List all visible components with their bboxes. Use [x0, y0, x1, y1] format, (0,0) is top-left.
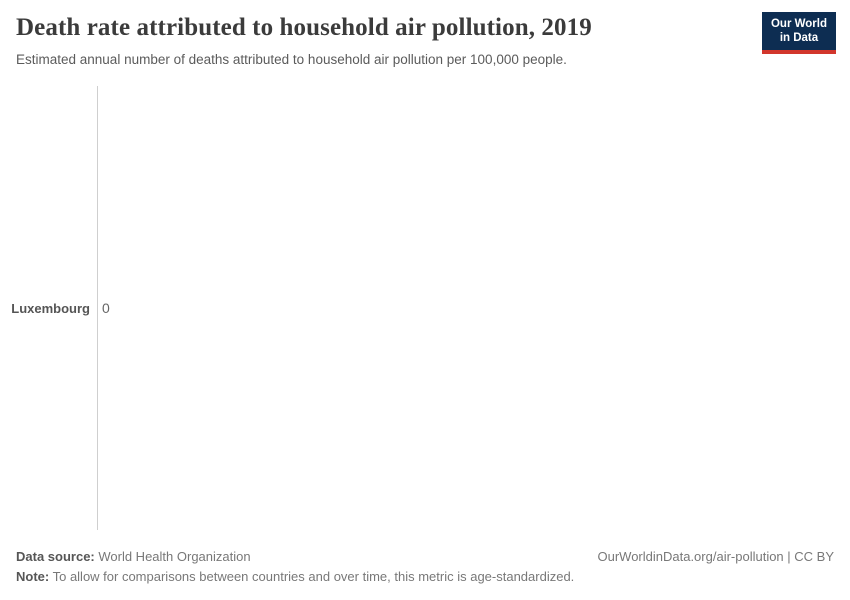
chart-subtitle: Estimated annual number of deaths attrib… [16, 52, 567, 67]
note-label: Note: [16, 569, 50, 584]
entity-label: Luxembourg [11, 300, 90, 316]
footer-note-line: Note: To allow for comparisons between c… [16, 567, 834, 587]
owid-logo-line2: in Data [779, 32, 819, 45]
chart-rows: Luxembourg 0 [0, 86, 850, 530]
data-source-text: Data source: World Health Organization [16, 547, 251, 567]
note-value: To allow for comparisons between countri… [49, 569, 575, 584]
chart-title: Death rate attributed to household air p… [16, 14, 592, 41]
y-axis-line [97, 86, 98, 530]
chart-plot-area: Luxembourg 0 [0, 86, 850, 530]
data-source-value: World Health Organization [94, 549, 251, 564]
footer-sources-line: Data source: World Health Organization O… [16, 547, 834, 567]
data-source-label: Data source: [16, 549, 95, 564]
chart-footer: Data source: World Health Organization O… [16, 547, 834, 587]
bar-value-label: 0 [102, 300, 110, 316]
owid-logo: Our World in Data [761, 12, 836, 54]
attribution-link[interactable]: OurWorldinData.org/air-pollution | CC BY [597, 549, 834, 564]
owid-logo-line1: Our World [770, 18, 827, 30]
bar-row: Luxembourg 0 [0, 300, 850, 316]
